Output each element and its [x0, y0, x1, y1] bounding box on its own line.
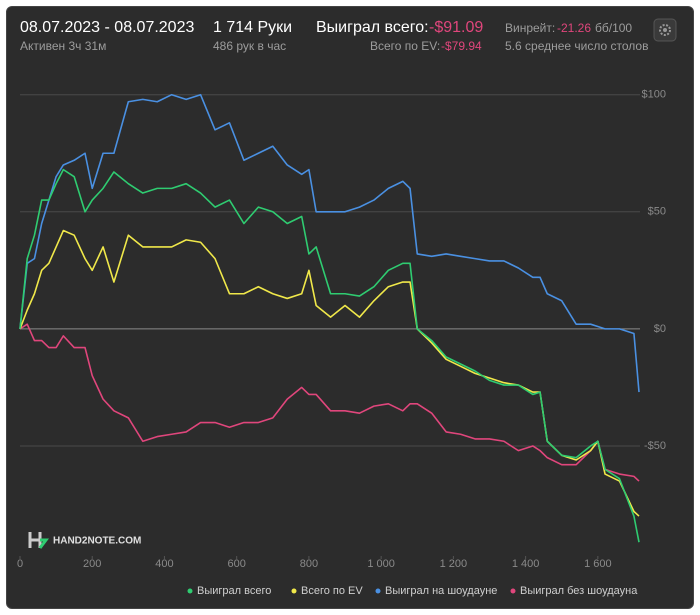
legend-marker [291, 588, 297, 594]
logo [27, 530, 49, 550]
x-tick-label: 1 200 [440, 558, 468, 570]
x-tick-label: 600 [228, 558, 246, 570]
x-tick-label: 200 [83, 558, 101, 570]
series-line [19, 323, 640, 482]
date-range: 08.07.2023 - 08.07.2023 [20, 19, 195, 36]
legend-label: Выиграл всего [197, 585, 271, 597]
legend-marker [510, 588, 516, 594]
won-value: -$91.09 [429, 19, 484, 36]
y-tick-label: $100 [642, 89, 666, 101]
hands-per-hour: 486 рук в час [213, 39, 287, 53]
legend-marker [375, 588, 381, 594]
x-tick-label: 1 400 [512, 558, 540, 570]
x-tick-label: 400 [155, 558, 173, 570]
series-line [19, 168, 640, 543]
watermark: HAND2NOTE.COM [53, 536, 141, 547]
x-tick-label: 1 600 [584, 558, 612, 570]
x-tick-label: 800 [300, 558, 318, 570]
x-tick-label: 1 000 [367, 558, 395, 570]
hands: 1 714 Руки [213, 19, 293, 36]
series-line [19, 229, 640, 517]
legend-label: Выиграл без шоудауна [520, 585, 638, 597]
active-time: Активен 3ч 31м [20, 39, 107, 53]
winrate-value: -21.26 [557, 21, 592, 35]
winrate-unit: бб/100 [595, 21, 633, 35]
y-tick-label: $50 [648, 206, 666, 218]
y-tick-label: $0 [654, 323, 666, 335]
settings-button[interactable] [653, 18, 677, 42]
legend-label: Выиграл на шоудауне [385, 585, 497, 597]
legend-label: Всего по EV [301, 585, 363, 597]
x-tick-label: 0 [17, 558, 23, 570]
y-tick-label: -$50 [644, 440, 666, 452]
winrate-label: Винрейт: [505, 21, 556, 35]
series-line [19, 93, 640, 393]
ev-label: Всего по EV: [370, 39, 441, 53]
legend-marker [187, 588, 193, 594]
panel [6, 6, 694, 609]
ev-value: -$79.94 [441, 39, 482, 53]
tables: 5.6 среднее число столов [505, 39, 649, 53]
won-label: Выиграл всего: [316, 19, 429, 36]
